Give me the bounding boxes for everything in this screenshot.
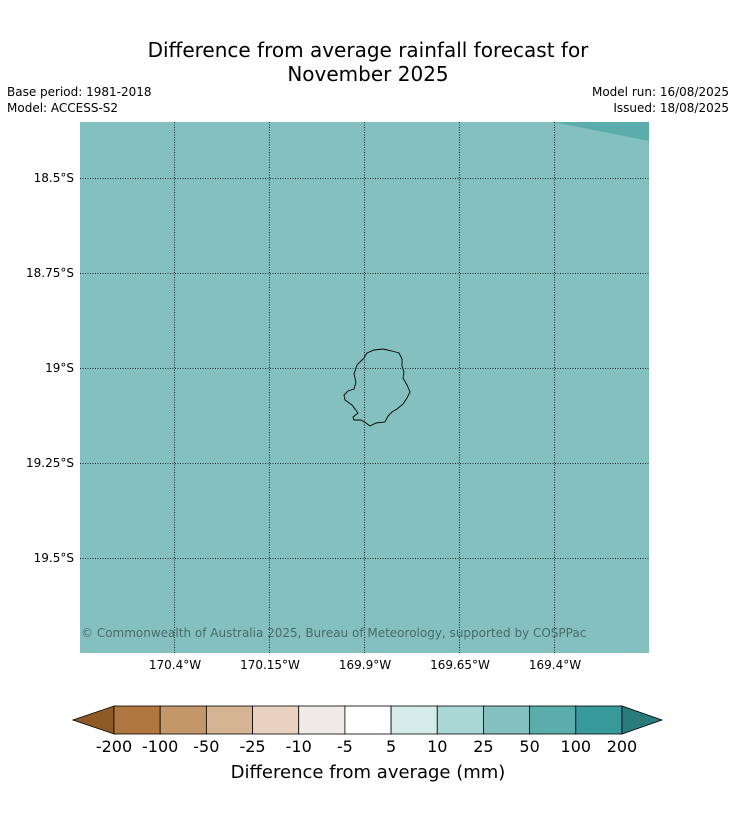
lat-label-18-5: 18.5°S [33,171,74,185]
title-line-2: November 2025 [287,62,449,86]
colorbar-tick-label: -100 [142,737,179,756]
colorbar-segment [483,705,531,735]
copyright-notice: © Commonwealth of Australia 2025, Bureau… [81,626,587,640]
colorbar-extend-low [71,705,115,735]
higher-anomaly-corner [553,122,649,141]
colorbar-tick-label: -50 [193,737,220,756]
lat-label-19-5: 19.5°S [33,551,74,565]
colorbar-svg [71,705,664,735]
colorbar [71,704,664,740]
colorbar-segment [159,705,207,735]
model-run: Model run: 16/08/2025 [591,85,729,99]
model-name: Model: ACCESS-S2 [7,101,119,115]
lon-label-169-65: 169.65°W [430,658,490,672]
title-line-1: Difference from average rainfall forecas… [147,38,589,62]
colorbar-tick-label: 50 [519,737,540,756]
colorbar-segment [298,705,346,735]
issued-date: Issued: 18/08/2025 [613,101,729,115]
colorbar-tick-label: 100 [560,737,592,756]
colorbar-segment [252,705,300,735]
colorbar-tick-label: 25 [473,737,494,756]
colorbar-tick-label: -5 [336,737,353,756]
meta-left: Base period: 1981-2018 Model: ACCESS-S2 [7,84,152,116]
colorbar-segment [575,705,623,735]
colorbar-tick-label: 5 [385,737,397,756]
colorbar-segment [113,705,161,735]
colorbar-segment [344,705,392,735]
colorbar-tick-label: 10 [427,737,448,756]
lat-label-19: 19°S [45,361,74,375]
colorbar-label: Difference from average (mm) [230,762,506,783]
lon-label-169-4: 169.4°W [528,658,582,672]
colorbar-segment [529,705,577,735]
colorbar-tick-label: -200 [95,737,133,756]
lat-label-19-25: 19.25°S [26,456,74,470]
colorbar-tick-label: -10 [285,737,312,756]
niue-island-outline [343,348,411,427]
meta-right: Model run: 16/08/2025 Issued: 18/08/2025 [592,84,729,116]
lon-label-169-9: 169.9°W [338,658,392,672]
base-period: Base period: 1981-2018 [7,85,152,99]
colorbar-segment [205,705,253,735]
colorbar-segment [436,705,484,735]
map-title: Difference from average rainfall forecas… [0,38,736,86]
colorbar-extend-high [621,705,664,735]
lon-label-170-4: 170.4°W [148,658,202,672]
lat-label-18-75: 18.75°S [26,266,74,280]
map-svg [80,122,649,653]
colorbar-tick-label: -25 [239,737,266,756]
lon-label-170-15: 170.15°W [240,658,300,672]
colorbar-tick-label: 200 [606,737,638,756]
colorbar-segment [390,705,438,735]
map-area [80,122,649,653]
